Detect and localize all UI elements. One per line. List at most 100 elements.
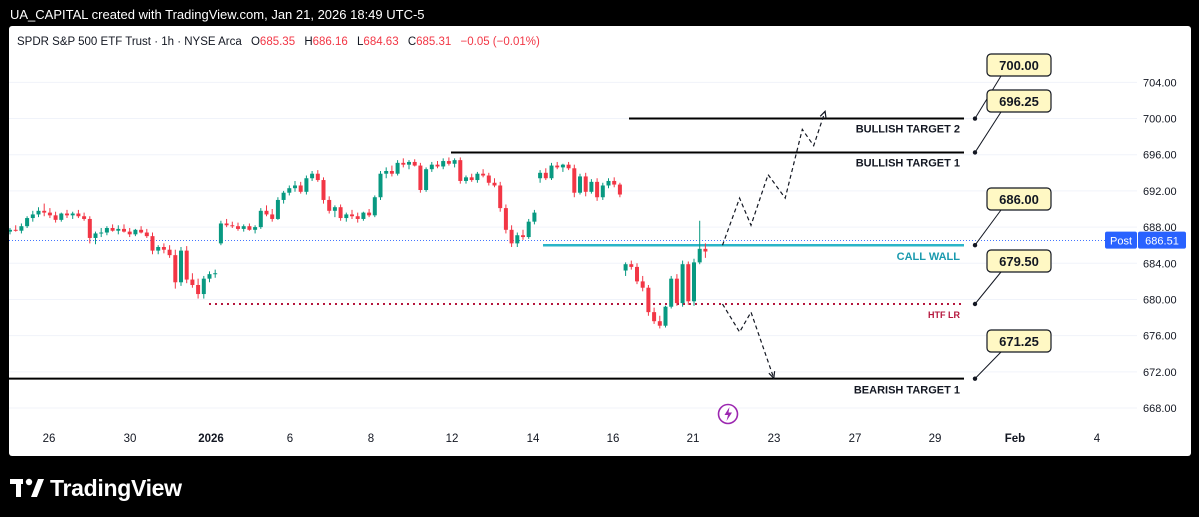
close-label: C bbox=[407, 36, 417, 48]
candle-body bbox=[65, 213, 69, 216]
candle-body bbox=[555, 165, 560, 168]
candle-body bbox=[344, 214, 349, 219]
candles-layer bbox=[9, 157, 708, 329]
candle-body bbox=[338, 207, 343, 219]
candle-body bbox=[532, 212, 537, 222]
callout-anchor bbox=[972, 301, 978, 307]
candle-body bbox=[560, 164, 565, 168]
callout-box bbox=[986, 89, 1052, 113]
candle-body bbox=[42, 210, 47, 213]
candle-body bbox=[184, 250, 189, 280]
chart-panel[interactable]: BULLISH TARGET 2 BULLISH TARGET 1 CALL WAL… bbox=[9, 26, 1191, 456]
time-tick-label: 6 bbox=[287, 433, 293, 445]
candle-body bbox=[424, 169, 429, 190]
candle-body bbox=[310, 173, 315, 179]
candle-body bbox=[196, 285, 201, 295]
candle-body bbox=[30, 214, 35, 219]
candle-body bbox=[93, 233, 98, 238]
candle-body bbox=[401, 162, 406, 165]
candle-body bbox=[87, 218, 92, 238]
candle-body bbox=[167, 249, 172, 256]
brand-footer: TradingView bbox=[10, 473, 182, 503]
candle-body bbox=[59, 213, 64, 220]
candle-body bbox=[475, 173, 480, 181]
candle-body bbox=[669, 278, 674, 307]
candle-body bbox=[446, 161, 451, 164]
callout-pointer bbox=[974, 351, 1002, 379]
candle-body bbox=[315, 173, 320, 181]
level-label-bullish-target-2: BULLISH TARGET 2 bbox=[856, 124, 960, 136]
candle-body bbox=[549, 165, 554, 179]
time-tick-label: 4 bbox=[1094, 433, 1101, 445]
candle-body bbox=[355, 216, 360, 219]
level-label-bullish-target-1: BULLISH TARGET 1 bbox=[856, 157, 960, 169]
candle-body bbox=[281, 192, 286, 200]
candle-body bbox=[538, 172, 543, 179]
lightning-bolt bbox=[724, 407, 732, 421]
candle-body bbox=[133, 229, 138, 235]
candle-body bbox=[384, 171, 389, 174]
candle-body bbox=[190, 279, 195, 285]
candle-body bbox=[481, 173, 486, 176]
candle-body bbox=[692, 262, 696, 302]
candle-body bbox=[441, 161, 446, 167]
price-tick-label: 704.00 bbox=[1143, 77, 1177, 89]
time-tick-label: 29 bbox=[929, 433, 942, 445]
price-tick-label: 668.00 bbox=[1143, 403, 1177, 415]
price-tick-label: 684.00 bbox=[1143, 258, 1177, 270]
projection-layer bbox=[721, 109, 827, 380]
candle-body bbox=[173, 255, 178, 283]
candle-body bbox=[543, 172, 548, 179]
time-tick-label: 8 bbox=[368, 433, 374, 445]
symbol-description[interactable]: SPDR S&P 500 ETF Trust · 1h · NYSE Arca bbox=[17, 36, 242, 48]
candle-body bbox=[640, 281, 645, 288]
time-tick-label: 14 bbox=[527, 433, 540, 445]
time-tick-label: 26 bbox=[43, 433, 56, 445]
candle-body bbox=[515, 235, 520, 244]
callout-price-671-25: 671.25 bbox=[999, 334, 1039, 349]
candle-body bbox=[578, 176, 582, 193]
candle-body bbox=[25, 218, 30, 227]
candle-body bbox=[521, 235, 525, 238]
candle-body bbox=[321, 180, 326, 200]
callout-price-700-00: 700.00 bbox=[999, 58, 1039, 73]
candle-body bbox=[498, 185, 503, 209]
candle-body bbox=[509, 229, 514, 244]
candle-body bbox=[429, 164, 434, 170]
time-tick-label: 30 bbox=[124, 433, 137, 445]
close-value: 685.31 bbox=[416, 36, 452, 48]
candle-body bbox=[201, 278, 206, 295]
price-tick-label: 672.00 bbox=[1143, 367, 1177, 379]
callout-box bbox=[986, 249, 1052, 273]
candle-body bbox=[253, 227, 258, 230]
candle-body bbox=[635, 266, 639, 282]
candle-body bbox=[179, 250, 183, 283]
current-price-tag bbox=[1138, 231, 1186, 249]
candle-body bbox=[617, 184, 622, 195]
callout-anchor bbox=[972, 116, 978, 121]
candle-body bbox=[270, 214, 275, 219]
level-lines-layer: BULLISH TARGET 2 BULLISH TARGET 1 CALL WAL… bbox=[9, 117, 1137, 397]
candle-body bbox=[395, 162, 400, 174]
candle-body bbox=[293, 185, 297, 189]
callout-price-679-50: 679.50 bbox=[999, 254, 1039, 269]
candle-body bbox=[122, 228, 126, 232]
candle-body bbox=[47, 212, 52, 216]
candle-body bbox=[418, 165, 423, 190]
grid-layer bbox=[9, 81, 1137, 409]
candle-body bbox=[99, 232, 104, 234]
current-price-value: 686.51 bbox=[1145, 236, 1179, 248]
price-chart[interactable]: BULLISH TARGET 2 BULLISH TARGET 1 CALL WAL… bbox=[9, 26, 1191, 456]
callout-box bbox=[986, 187, 1052, 211]
time-tick-label: Feb bbox=[1005, 433, 1025, 445]
candle-body bbox=[116, 228, 121, 231]
callout-pointer bbox=[974, 111, 1002, 153]
candle-body bbox=[503, 208, 508, 230]
candle-body bbox=[70, 213, 75, 216]
price-axis-layer: 704.00 700.00 696.00 692.00 688.00 684.00 680.… bbox=[1105, 77, 1186, 415]
low-label: L bbox=[357, 36, 364, 48]
candle-body bbox=[241, 226, 246, 229]
candle-body bbox=[327, 199, 332, 211]
candle-body bbox=[224, 223, 229, 226]
candle-body bbox=[247, 226, 252, 230]
